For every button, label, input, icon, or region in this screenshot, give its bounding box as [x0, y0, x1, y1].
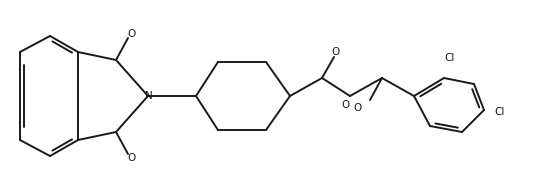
Text: N: N [145, 91, 153, 101]
Text: O: O [332, 47, 340, 57]
Text: O: O [354, 103, 362, 113]
Text: Cl: Cl [495, 107, 505, 117]
Text: O: O [341, 100, 349, 110]
Text: O: O [128, 29, 136, 39]
Text: Cl: Cl [445, 53, 455, 63]
Text: O: O [128, 153, 136, 163]
